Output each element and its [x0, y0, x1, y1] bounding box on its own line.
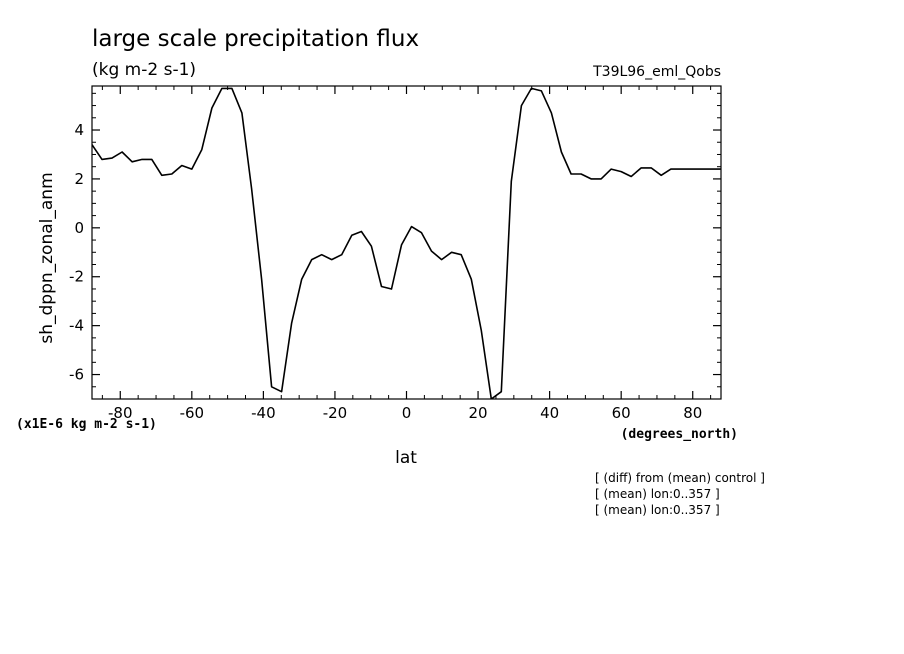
plot-frame [91, 85, 722, 400]
chart-title: large scale precipitation flux [92, 26, 419, 52]
x-axis-units: (degrees_north) [621, 427, 738, 442]
y-tick-label: 2 [74, 170, 84, 188]
x-tick-label: -40 [251, 404, 276, 422]
note-line-2: [ (mean) lon:0..357 ] [595, 487, 720, 501]
y-tick-label: 0 [74, 219, 84, 237]
x-tick-label: -60 [180, 404, 205, 422]
note-line-1: [ (diff) from (mean) control ] [595, 471, 765, 485]
y-tick-label: -6 [69, 366, 84, 384]
y-tick-label: -4 [69, 317, 84, 335]
x-axis-label: lat [395, 448, 417, 468]
y-tick-label: -2 [69, 268, 84, 286]
y-tick-label: 4 [74, 121, 84, 139]
x-tick-label: 0 [402, 404, 412, 422]
x-tick-label: -80 [108, 404, 133, 422]
x-tick-label: 40 [540, 404, 559, 422]
y-axis-label: sh_dppn_zonal_anm [37, 172, 57, 343]
chart-subtitle: (kg m-2 s-1) [92, 60, 196, 80]
series-line [92, 87, 721, 399]
x-tick-label: 20 [469, 404, 488, 422]
x-tick-label: 80 [683, 404, 702, 422]
y-scale-note: (x1E-6 kg m-2 s-1) [16, 417, 157, 432]
x-tick-label: -20 [323, 404, 348, 422]
x-tick-label: 60 [612, 404, 631, 422]
run-label: T39L96_eml_Qobs [592, 64, 721, 80]
note-line-3: [ (mean) lon:0..357 ] [595, 503, 720, 517]
